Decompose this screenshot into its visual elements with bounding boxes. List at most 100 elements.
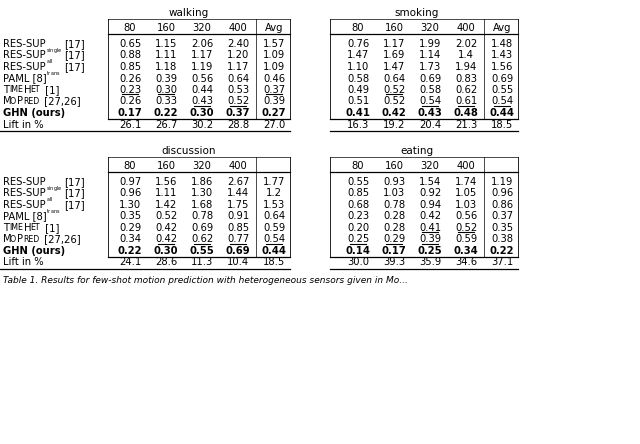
Text: 1.09: 1.09	[263, 62, 285, 72]
Text: 0.64: 0.64	[383, 74, 405, 83]
Text: 400: 400	[228, 23, 248, 33]
Text: 0.77: 0.77	[227, 234, 249, 244]
Text: Avg: Avg	[265, 23, 284, 33]
Text: 16.3: 16.3	[347, 119, 369, 130]
Text: 400: 400	[456, 23, 476, 33]
Text: 1.05: 1.05	[455, 188, 477, 198]
Text: Lift in %: Lift in %	[3, 258, 44, 267]
Text: 0.20: 0.20	[347, 223, 369, 233]
Text: 1.94: 1.94	[455, 62, 477, 72]
Text: 0.14: 0.14	[346, 246, 371, 256]
Text: $_{\rm all}$: $_{\rm all}$	[46, 196, 53, 204]
Text: 0.43: 0.43	[418, 108, 442, 118]
Text: 20.4: 20.4	[419, 119, 441, 130]
Text: 400: 400	[456, 161, 476, 171]
Text: [17]: [17]	[64, 62, 84, 72]
Text: P: P	[17, 96, 23, 107]
Text: O: O	[10, 97, 16, 106]
Text: RED: RED	[23, 235, 39, 244]
Text: 1.44: 1.44	[227, 188, 249, 198]
Text: 35.9: 35.9	[419, 258, 441, 267]
Text: Avg: Avg	[493, 23, 511, 33]
Text: 0.69: 0.69	[419, 74, 441, 83]
Text: 0.30: 0.30	[154, 246, 179, 256]
Text: 1.73: 1.73	[419, 62, 441, 72]
Text: 10.4: 10.4	[227, 258, 249, 267]
Text: 0.93: 0.93	[383, 177, 405, 187]
Text: 1.47: 1.47	[347, 51, 369, 60]
Text: 27.0: 27.0	[263, 119, 285, 130]
Text: 0.26: 0.26	[119, 96, 141, 107]
Text: 0.52: 0.52	[455, 223, 477, 233]
Text: 0.17: 0.17	[118, 108, 142, 118]
Text: 0.64: 0.64	[263, 211, 285, 221]
Text: IME: IME	[9, 86, 23, 95]
Text: 1.2: 1.2	[266, 188, 282, 198]
Text: 1.68: 1.68	[191, 200, 213, 210]
Text: 30.2: 30.2	[191, 119, 213, 130]
Text: 0.37: 0.37	[491, 211, 513, 221]
Text: 0.85: 0.85	[347, 188, 369, 198]
Text: 0.23: 0.23	[347, 211, 369, 221]
Text: 21.3: 21.3	[455, 119, 477, 130]
Text: [17]: [17]	[64, 188, 84, 198]
Text: 0.64: 0.64	[227, 74, 249, 83]
Text: 0.62: 0.62	[455, 85, 477, 95]
Text: 2.06: 2.06	[191, 39, 213, 49]
Text: RES-SUP: RES-SUP	[3, 39, 45, 49]
Text: 0.49: 0.49	[347, 85, 369, 95]
Text: 80: 80	[124, 161, 136, 171]
Text: 80: 80	[124, 23, 136, 33]
Text: 37.1: 37.1	[491, 258, 513, 267]
Text: 26.1: 26.1	[119, 119, 141, 130]
Text: 18.5: 18.5	[263, 258, 285, 267]
Text: 0.56: 0.56	[455, 211, 477, 221]
Text: 0.55: 0.55	[347, 177, 369, 187]
Text: 0.96: 0.96	[119, 188, 141, 198]
Text: 24.1: 24.1	[119, 258, 141, 267]
Text: 39.3: 39.3	[383, 258, 405, 267]
Text: 0.52: 0.52	[155, 211, 177, 221]
Text: 0.54: 0.54	[491, 96, 513, 107]
Text: 0.85: 0.85	[227, 223, 249, 233]
Text: 0.69: 0.69	[226, 246, 250, 256]
Text: 18.5: 18.5	[491, 119, 513, 130]
Text: 320: 320	[420, 161, 440, 171]
Text: 1.99: 1.99	[419, 39, 441, 49]
Text: 1.17: 1.17	[191, 51, 213, 60]
Text: [1]: [1]	[42, 223, 60, 233]
Text: 0.54: 0.54	[419, 96, 441, 107]
Text: 160: 160	[385, 23, 403, 33]
Text: 0.91: 0.91	[227, 211, 249, 221]
Text: RED: RED	[23, 97, 39, 106]
Text: Table 1. Results for few-shot motion prediction with heterogeneous sensors given: Table 1. Results for few-shot motion pre…	[3, 276, 408, 285]
Text: 0.51: 0.51	[347, 96, 369, 107]
Text: P: P	[17, 234, 23, 244]
Text: 0.22: 0.22	[154, 108, 179, 118]
Text: 0.76: 0.76	[347, 39, 369, 49]
Text: GHN (ours): GHN (ours)	[3, 108, 65, 118]
Text: 1.54: 1.54	[419, 177, 441, 187]
Text: 0.78: 0.78	[191, 211, 213, 221]
Text: 0.37: 0.37	[263, 85, 285, 95]
Text: 1.86: 1.86	[191, 177, 213, 187]
Text: 0.25: 0.25	[347, 234, 369, 244]
Text: 1.53: 1.53	[263, 200, 285, 210]
Text: 0.78: 0.78	[383, 200, 405, 210]
Text: [17]: [17]	[64, 39, 84, 49]
Text: walking: walking	[169, 8, 209, 18]
Text: RES-SUP: RES-SUP	[3, 177, 45, 187]
Text: 1.56: 1.56	[491, 62, 513, 72]
Text: 0.59: 0.59	[263, 223, 285, 233]
Text: [1]: [1]	[42, 85, 60, 95]
Text: H: H	[24, 85, 31, 95]
Text: 0.17: 0.17	[381, 246, 406, 256]
Text: 28.8: 28.8	[227, 119, 249, 130]
Text: 0.37: 0.37	[226, 108, 250, 118]
Text: 320: 320	[193, 23, 211, 33]
Text: 1.20: 1.20	[227, 51, 249, 60]
Text: 0.28: 0.28	[383, 223, 405, 233]
Text: 0.22: 0.22	[118, 246, 142, 256]
Text: 0.94: 0.94	[419, 200, 441, 210]
Text: 2.67: 2.67	[227, 177, 249, 187]
